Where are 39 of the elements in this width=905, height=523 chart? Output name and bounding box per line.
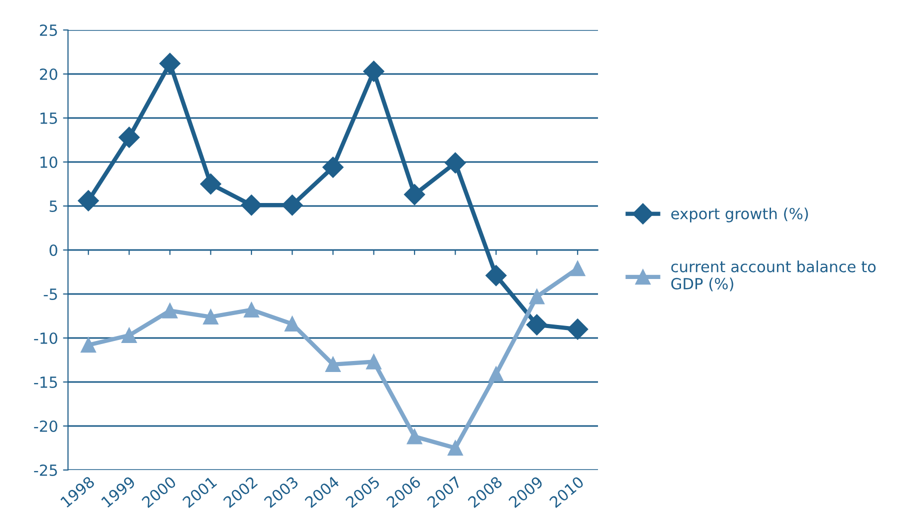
y-tick-label: 5 — [50, 200, 57, 212]
y-tick-label: 0 — [50, 244, 58, 256]
point — [159, 52, 180, 74]
y-tick-label: -15 — [34, 376, 57, 388]
y-tick-label: 20 — [40, 68, 58, 80]
point — [118, 126, 140, 148]
point — [488, 366, 504, 382]
y-tick-label: -5 — [44, 288, 57, 300]
point — [567, 318, 588, 340]
y-tick-label: 15 — [40, 112, 57, 124]
point — [282, 194, 303, 216]
point — [570, 260, 586, 276]
point — [404, 184, 426, 206]
point — [325, 356, 341, 372]
point — [284, 316, 300, 332]
y-tick-label: -20 — [34, 420, 58, 432]
point — [122, 328, 137, 343]
point — [322, 156, 344, 178]
y-tick-label: -25 — [34, 464, 57, 476]
y-tick-label: -10 — [34, 332, 58, 344]
legend-label: export growth (%) — [671, 208, 808, 222]
point — [78, 190, 99, 212]
point — [240, 194, 262, 216]
point — [526, 314, 548, 336]
point — [363, 60, 384, 82]
point — [529, 289, 544, 304]
point — [444, 152, 466, 174]
point — [406, 428, 422, 444]
point — [203, 309, 218, 325]
y-tick-label: 25 — [40, 24, 57, 36]
point — [244, 302, 260, 318]
point — [486, 265, 507, 286]
point — [448, 440, 463, 456]
y-tick-label: 10 — [40, 156, 58, 168]
point — [200, 173, 222, 195]
point — [366, 354, 382, 370]
point — [80, 337, 96, 353]
legend-label: current account balance to GDP (%) — [671, 260, 876, 292]
point — [162, 303, 178, 318]
